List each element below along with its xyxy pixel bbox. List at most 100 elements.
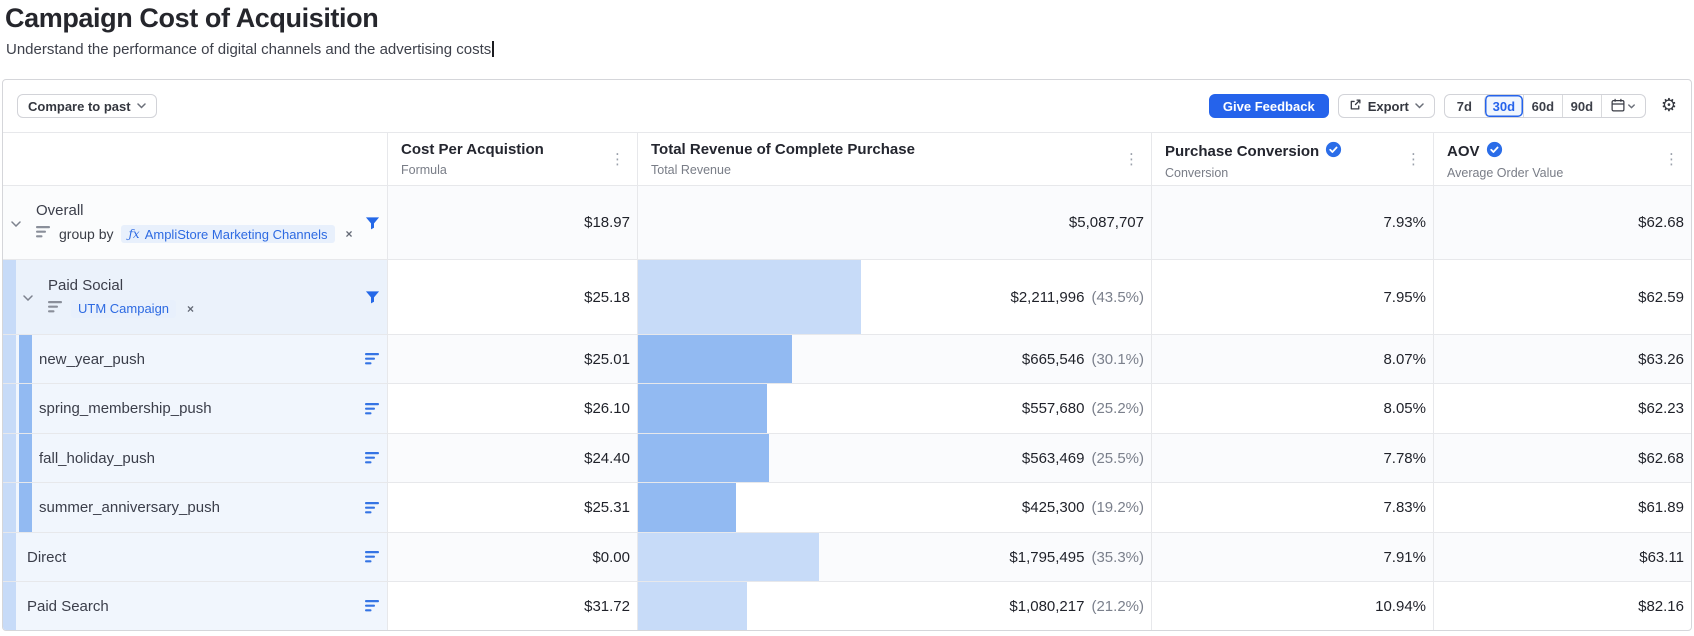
range-90d[interactable]: 90d <box>1561 95 1601 117</box>
revenue-value: $665,546 <box>1021 350 1085 368</box>
range-7d[interactable]: 7d <box>1456 98 1472 114</box>
remove-chip-icon[interactable]: × <box>187 301 195 316</box>
conversion-value: 7.95% <box>1383 288 1426 306</box>
revenue-value: $2,211,996 <box>1010 288 1085 306</box>
column-menu-icon[interactable]: ⋮ <box>610 150 625 168</box>
conversion-value: 10.94% <box>1375 597 1426 615</box>
revenue-value: $563,469 <box>1021 449 1085 467</box>
revenue-bar <box>638 483 737 532</box>
column-header-purchase-conversion: Purchase Conversion Conversion ⋮ <box>1151 132 1433 185</box>
range-30d[interactable]: 30d <box>1483 95 1523 117</box>
row-label-spring-membership-push[interactable]: spring_membership_push <box>3 383 387 433</box>
row-level-stripe <box>3 260 16 334</box>
aov-value: $62.68 <box>1638 214 1684 231</box>
row-label-paid-social[interactable]: Paid Social UTM Campaign × <box>3 259 387 334</box>
chevron-down-icon <box>136 103 146 109</box>
cpa-value: $26.10 <box>584 400 630 417</box>
column-subtitle: Formula <box>401 163 447 177</box>
export-icon <box>1349 98 1362 114</box>
revenue-value: $1,080,217 <box>1009 597 1085 615</box>
export-button[interactable]: Export <box>1337 94 1435 118</box>
collapse-chevron-icon[interactable] <box>11 214 21 232</box>
cpa-value: $25.01 <box>584 350 630 368</box>
column-title: AOV <box>1447 143 1480 160</box>
group-by-icon <box>36 225 51 243</box>
header-row-labels <box>3 132 387 185</box>
aov-value: $62.68 <box>1638 449 1684 467</box>
aov-value: $62.23 <box>1638 400 1684 417</box>
column-menu-icon[interactable]: ⋮ <box>1406 150 1421 168</box>
conversion-value: 7.93% <box>1383 214 1426 231</box>
remove-chip-icon[interactable]: × <box>345 227 353 241</box>
column-menu-icon[interactable]: ⋮ <box>1124 150 1139 168</box>
column-menu-icon[interactable]: ⋮ <box>1664 150 1679 168</box>
aov-value: $82.16 <box>1638 597 1684 615</box>
group-by-icon <box>48 300 63 318</box>
column-title: Purchase Conversion <box>1165 143 1320 160</box>
revenue-value: $557,680 <box>1021 400 1085 417</box>
cpa-value: $25.31 <box>584 499 630 516</box>
groupby-chip[interactable]: ƒx AmpliStore Marketing Channels <box>121 225 335 243</box>
revenue-bar <box>638 384 768 433</box>
collapse-chevron-icon[interactable] <box>23 288 33 306</box>
toolbar: Compare to past Give Feedback Export 7d … <box>3 80 1691 132</box>
compare-to-past-button[interactable]: Compare to past <box>17 94 157 118</box>
group-by-icon[interactable] <box>365 501 380 514</box>
page-description-text: Understand the performance of digital ch… <box>6 41 492 58</box>
row-level-stripe <box>3 335 16 383</box>
range-60d[interactable]: 60d <box>1522 95 1562 117</box>
revenue-percent: (19.2%) <box>1091 499 1144 516</box>
column-title: Cost Per Acquistion <box>401 141 544 158</box>
row-level-stripe <box>19 384 32 433</box>
page-description-field[interactable]: Understand the performance of digital ch… <box>6 41 1694 58</box>
group-by-icon[interactable] <box>365 551 380 563</box>
filter-funnel-icon[interactable] <box>365 215 380 230</box>
row-level-stripe <box>3 582 16 630</box>
row-label-overall[interactable]: Overall group by ƒx AmpliStore Marketing … <box>3 185 387 259</box>
cpa-value: $18.97 <box>584 214 630 231</box>
revenue-percent: (30.1%) <box>1091 350 1144 368</box>
revenue-bar <box>638 533 820 581</box>
cpa-value: $0.00 <box>592 548 630 566</box>
revenue-percent: (35.3%) <box>1091 548 1144 566</box>
row-label-new-year-push[interactable]: new_year_push <box>3 334 387 383</box>
give-feedback-button[interactable]: Give Feedback <box>1208 94 1329 118</box>
conversion-value: 7.83% <box>1383 499 1426 516</box>
results-table: Cost Per Acquistion Formula ⋮ Total Reve… <box>3 132 1691 630</box>
cpa-value: $25.18 <box>584 288 630 306</box>
row-level-stripe <box>3 483 16 532</box>
row-label-summer-anniversary-push[interactable]: summer_anniversary_push <box>3 482 387 532</box>
chevron-down-icon <box>1628 103 1636 109</box>
aov-value: $61.89 <box>1638 499 1684 516</box>
conversion-value: 7.78% <box>1383 449 1426 467</box>
row-level-stripe <box>3 434 16 482</box>
row-label-fall-holiday-push[interactable]: fall_holiday_push <box>3 433 387 482</box>
chevron-down-icon <box>1415 103 1424 109</box>
group-by-icon[interactable] <box>365 600 380 612</box>
verified-badge-icon <box>1486 141 1503 162</box>
verified-badge-icon <box>1325 141 1342 162</box>
revenue-percent: (43.5%) <box>1091 288 1144 306</box>
revenue-percent: (25.5%) <box>1091 449 1144 467</box>
revenue-percent: (25.2%) <box>1091 400 1144 417</box>
filter-funnel-icon[interactable] <box>365 290 380 305</box>
revenue-value: $425,300 <box>1021 499 1085 516</box>
group-by-icon[interactable] <box>365 452 380 464</box>
aov-value: $62.59 <box>1638 288 1684 306</box>
custom-date-range-button[interactable] <box>1600 95 1645 117</box>
groupby-chip[interactable]: UTM Campaign <box>71 299 177 318</box>
row-label-direct[interactable]: Direct <box>3 532 387 581</box>
column-subtitle: Total Revenue <box>651 163 731 177</box>
settings-gear-icon[interactable]: ⚙ <box>1660 95 1677 116</box>
revenue-bar <box>638 260 862 334</box>
revenue-bar <box>638 335 793 383</box>
group-by-icon[interactable] <box>365 402 380 415</box>
aov-value: $63.11 <box>1639 548 1684 566</box>
column-title: Total Revenue of Complete Purchase <box>651 141 915 158</box>
conversion-value: 8.05% <box>1383 400 1426 417</box>
revenue-value: $1,795,495 <box>1009 548 1085 566</box>
row-label-paid-search[interactable]: Paid Search <box>3 581 387 630</box>
revenue-percent: (21.2%) <box>1091 597 1144 615</box>
group-by-icon[interactable] <box>365 353 380 365</box>
text-cursor <box>492 41 494 57</box>
